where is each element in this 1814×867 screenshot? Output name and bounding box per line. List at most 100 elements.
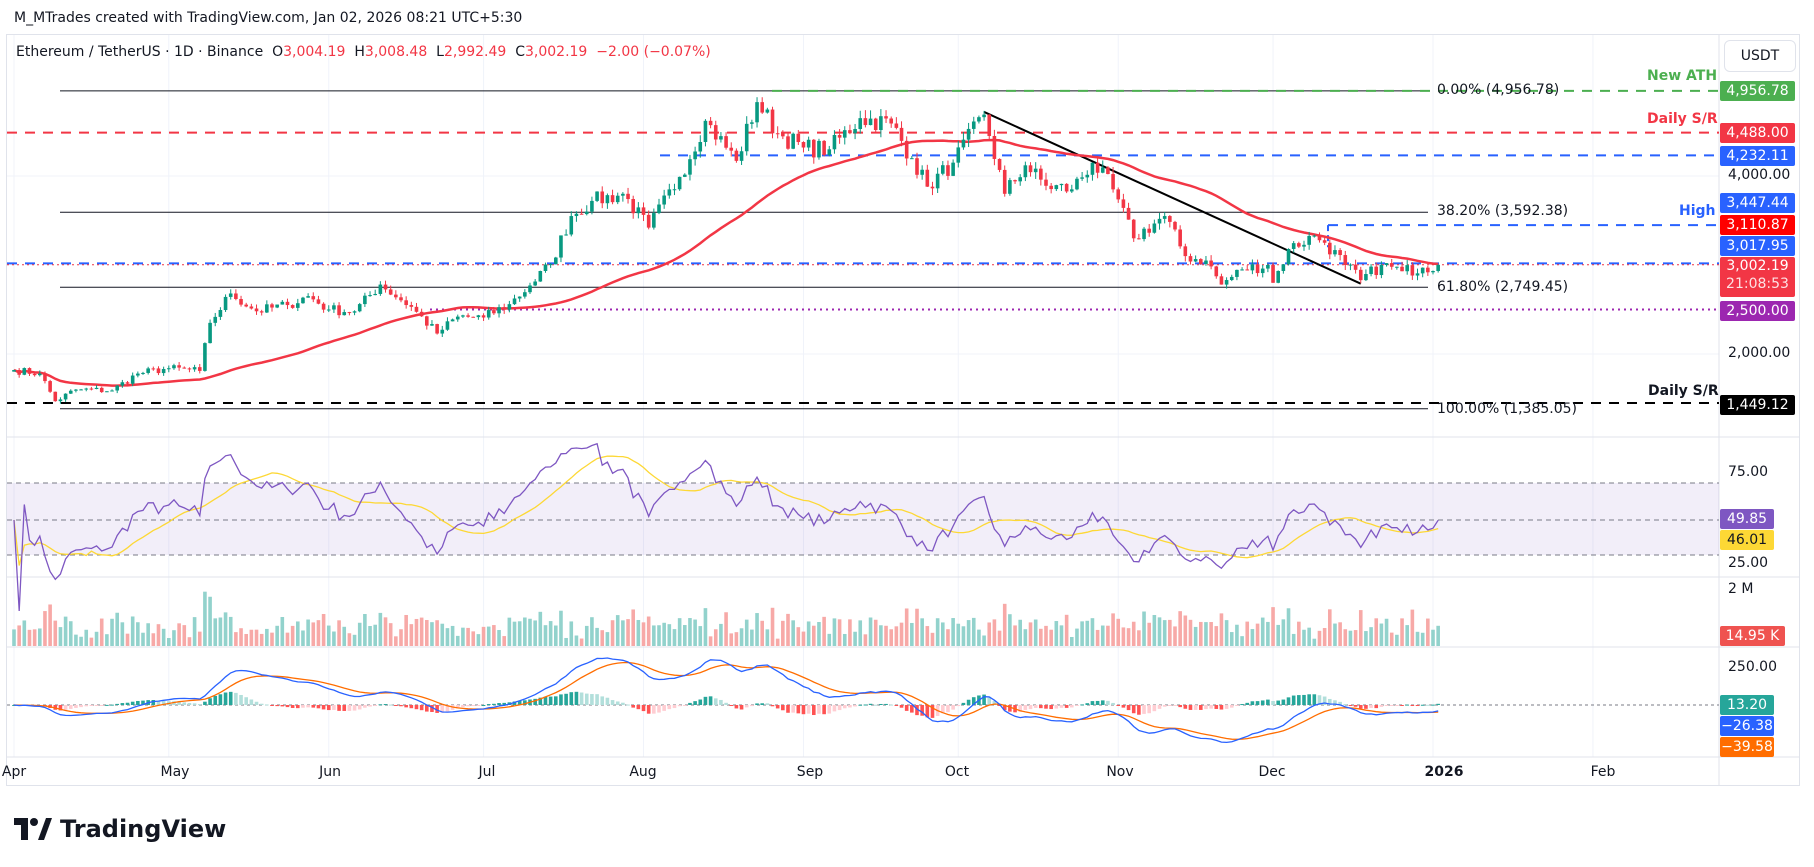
volume-bar xyxy=(1147,622,1151,646)
last-price: 3,002.19 xyxy=(1726,258,1789,274)
volume-bar xyxy=(388,623,393,646)
macd-histogram-bar xyxy=(347,705,352,711)
volume-bar xyxy=(1436,625,1440,646)
candle-body xyxy=(285,301,290,306)
volume-bar xyxy=(853,631,857,646)
macd-histogram-bar xyxy=(719,699,723,705)
volume-bar xyxy=(667,624,672,646)
macd-histogram-bar xyxy=(1168,705,1172,706)
volume-bar xyxy=(337,620,341,646)
volume-bar xyxy=(899,622,904,646)
candle-body xyxy=(115,385,119,391)
volume-bar xyxy=(1023,629,1028,646)
macd-histogram-bar xyxy=(899,705,904,708)
macd-histogram-bar xyxy=(306,705,310,708)
candle-body xyxy=(383,284,388,290)
volume-bar xyxy=(187,637,192,646)
candle-body xyxy=(79,389,83,391)
candle-body xyxy=(517,296,522,299)
candle-body xyxy=(455,316,460,320)
volume-bar xyxy=(652,625,656,646)
volume-badge: 14.95 K xyxy=(1720,626,1785,646)
candle-body xyxy=(538,270,543,282)
macd-histogram-bar xyxy=(801,705,806,715)
macd-histogram-bar xyxy=(435,705,439,713)
candle-body xyxy=(827,149,832,155)
volume-bar xyxy=(971,617,976,646)
volume-bar xyxy=(368,626,372,646)
macd-histogram-bar xyxy=(951,705,955,710)
volume-bar xyxy=(512,621,517,646)
candle-body xyxy=(889,118,893,124)
macd-histogram-bar xyxy=(280,705,285,707)
tradingview-logo[interactable]: TradingView xyxy=(14,815,226,843)
macd-histogram-bar xyxy=(889,704,893,706)
macd-histogram-bar xyxy=(182,702,187,705)
volume-bar xyxy=(492,625,496,646)
macd-histogram-bar xyxy=(192,703,197,705)
macd-histogram-bar xyxy=(703,696,708,705)
volume-bar xyxy=(89,637,94,646)
macd-histogram-bar xyxy=(1173,705,1177,706)
macd-histogram-bar xyxy=(440,705,445,713)
candle-body xyxy=(239,299,243,305)
volume-bar xyxy=(672,629,677,646)
macd-histogram-bar xyxy=(130,701,135,705)
x-tick: Aug xyxy=(629,764,657,780)
macd-histogram-bar xyxy=(1312,694,1317,705)
candle-body xyxy=(368,295,372,297)
volume-bar xyxy=(703,608,708,646)
macd-histogram-bar xyxy=(698,699,703,705)
macd-histogram-bar xyxy=(1395,705,1399,706)
macd-histogram-bar xyxy=(961,702,966,705)
macd-histogram-bar xyxy=(1075,705,1079,706)
macd-histogram-bar xyxy=(213,695,218,705)
macd-histogram-bar xyxy=(156,700,161,705)
candle-body xyxy=(837,135,842,138)
candle-body xyxy=(1064,183,1069,192)
volume-bar xyxy=(863,634,868,646)
candle-body xyxy=(610,195,615,203)
volume-bar xyxy=(394,636,398,646)
x-tick: Feb xyxy=(1590,764,1616,780)
candle-body xyxy=(306,296,310,298)
volume-bar xyxy=(363,614,367,646)
volume-bar xyxy=(904,608,909,646)
volume-bar xyxy=(1033,619,1038,646)
macd-histogram-bar xyxy=(208,698,212,705)
volume-bar xyxy=(203,591,207,646)
volume-bar xyxy=(1064,614,1069,646)
candle-body xyxy=(595,191,599,201)
candles xyxy=(12,97,1440,404)
macd-histogram-bar xyxy=(1188,705,1193,710)
macd-histogram-bar xyxy=(837,705,842,711)
candle-body xyxy=(1260,268,1265,274)
macd-histogram-bar xyxy=(770,705,775,707)
blue-upper-price-badge: 4,232.11 xyxy=(1720,146,1795,166)
volume-bar xyxy=(239,628,243,646)
volume-bar xyxy=(961,626,966,646)
candle-body xyxy=(559,235,563,258)
volume-bar xyxy=(404,614,408,646)
macd-histogram-bar xyxy=(141,700,145,705)
volume-bar xyxy=(641,622,646,646)
candle-body xyxy=(1013,180,1017,182)
symbol-title[interactable]: Ethereum / TetherUS · 1D · Binance xyxy=(16,44,264,60)
volume-bar xyxy=(357,622,362,646)
candle-body xyxy=(326,309,331,311)
macd-histogram-bar xyxy=(1436,703,1440,705)
volume-bar xyxy=(1126,628,1131,646)
macd-histogram-bar xyxy=(363,705,367,708)
candle-body xyxy=(1224,280,1229,285)
volume-bar xyxy=(626,619,630,646)
candle-body xyxy=(672,189,677,191)
volume-bar xyxy=(806,621,811,646)
volume-bar xyxy=(734,632,739,646)
candle-body xyxy=(450,319,455,322)
candle-body xyxy=(74,389,78,391)
candle-body xyxy=(729,147,734,151)
currency-button[interactable]: USDT xyxy=(1724,40,1796,72)
candle-body xyxy=(1379,265,1384,276)
volume-bar xyxy=(497,630,501,646)
